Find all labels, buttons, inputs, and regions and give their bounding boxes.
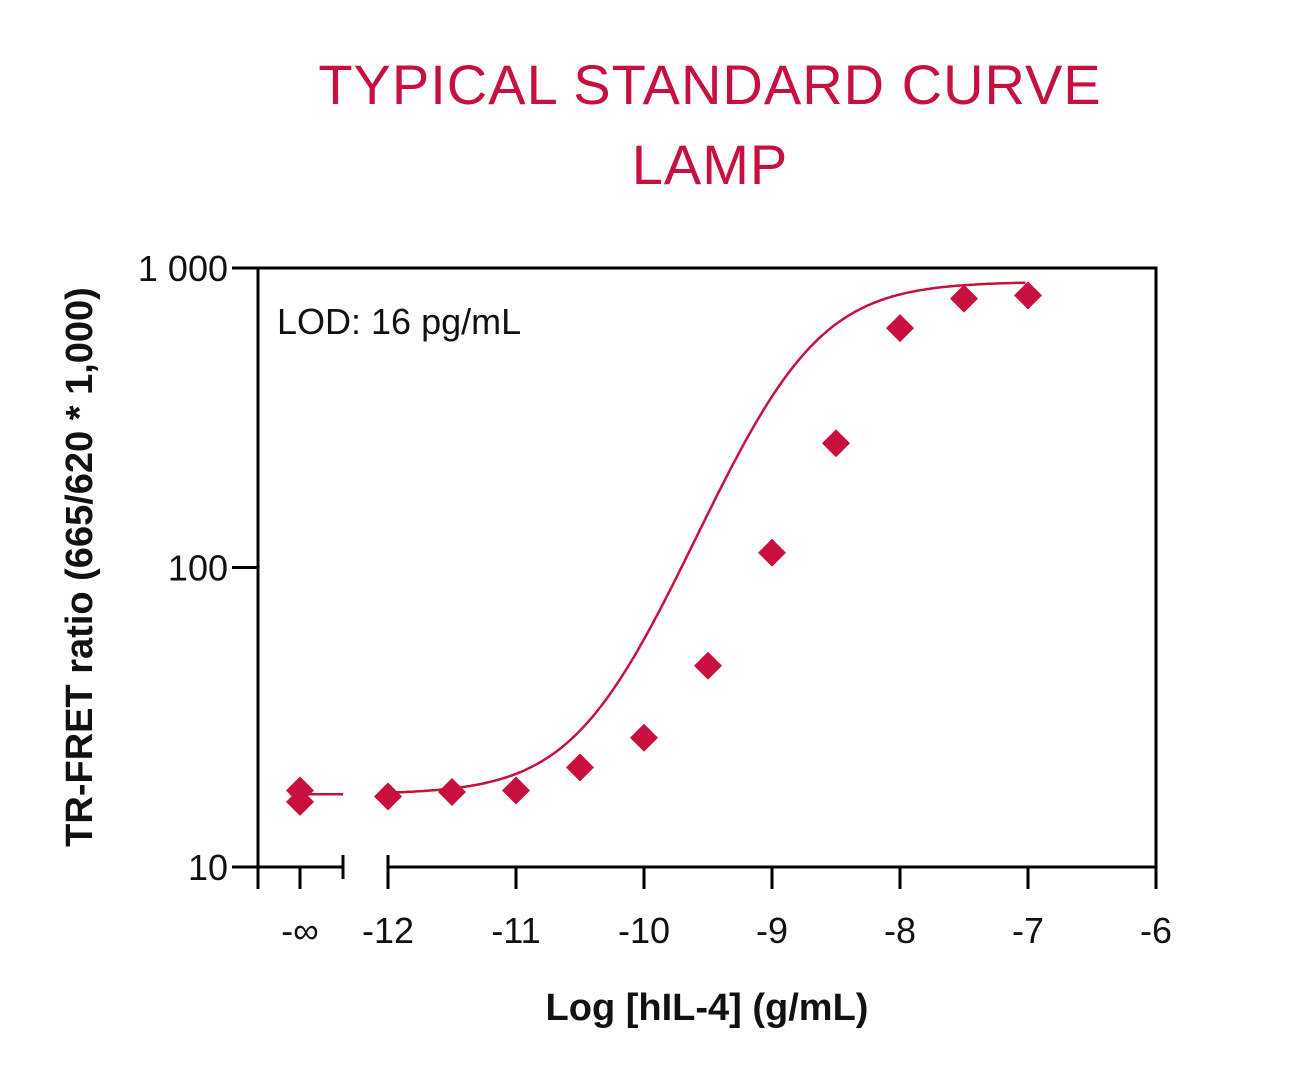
x-tick-label: -7 xyxy=(1012,910,1044,951)
data-point xyxy=(566,753,594,782)
data-point xyxy=(374,782,402,811)
fit-curve xyxy=(387,281,1026,794)
data-point xyxy=(950,284,978,313)
data-point xyxy=(886,314,914,343)
data-point xyxy=(694,651,722,680)
data-point xyxy=(438,777,466,806)
x-axis-title: Log [hIL-4] (g/mL) xyxy=(546,987,869,1029)
data-point xyxy=(502,776,530,805)
axes-layer: -∞ -12 -11 -10 -9 -8 -7 -6 10 100 1 000 xyxy=(138,248,1172,951)
x-tick-label: -9 xyxy=(756,910,788,951)
data-point xyxy=(1014,281,1042,310)
data-point xyxy=(822,429,850,458)
y-tick-label: 1 000 xyxy=(138,248,228,289)
y-axis-title: TR-FRET ratio (665/620 * 1,000) xyxy=(59,287,101,847)
data-points-layer xyxy=(286,281,1042,816)
y-tick-label: 10 xyxy=(188,847,228,888)
x-tick-label: -12 xyxy=(362,910,414,951)
data-point xyxy=(630,723,658,752)
x-tick-label: -∞ xyxy=(281,910,319,951)
data-point xyxy=(758,538,786,567)
x-tick-label: -11 xyxy=(491,910,540,951)
fit-curve-layer xyxy=(290,281,1026,796)
chart-title: TYPICAL STANDARD CURVE xyxy=(318,53,1102,116)
data-point xyxy=(286,787,314,816)
x-tick-label: -10 xyxy=(618,910,670,951)
y-tick-label: 100 xyxy=(168,548,228,589)
x-tick-label: -8 xyxy=(884,910,916,951)
x-tick-label: -6 xyxy=(1140,910,1172,951)
chart-subtitle: LAMP xyxy=(631,133,789,196)
lod-annotation: LOD: 16 pg/mL xyxy=(277,301,521,342)
plot-frame xyxy=(256,266,1158,869)
